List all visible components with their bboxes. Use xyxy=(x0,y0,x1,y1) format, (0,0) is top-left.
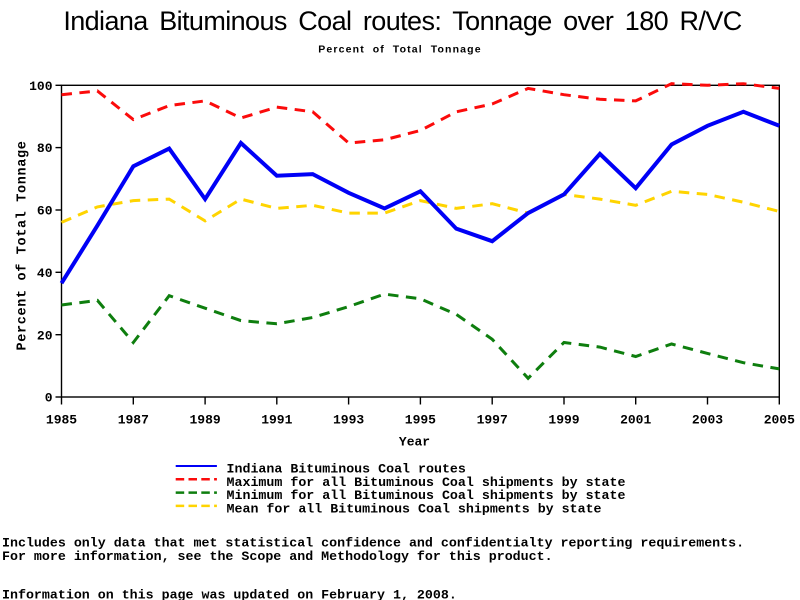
svg-text:Percent of Total Tonnage: Percent of Total Tonnage xyxy=(318,44,481,56)
svg-text:Information on this page was u: Information on this page was updated on … xyxy=(2,588,457,600)
svg-text:60: 60 xyxy=(37,204,53,219)
svg-text:100: 100 xyxy=(29,79,53,94)
svg-text:80: 80 xyxy=(37,141,53,156)
svg-text:2005: 2005 xyxy=(764,413,795,428)
svg-text:20: 20 xyxy=(37,328,53,343)
svg-text:2001: 2001 xyxy=(620,413,651,428)
svg-text:1989: 1989 xyxy=(189,413,220,428)
svg-text:1997: 1997 xyxy=(477,413,508,428)
svg-text:Maximum for all Bituminous Coa: Maximum for all Bituminous Coal shipment… xyxy=(227,475,626,490)
svg-text:1987: 1987 xyxy=(118,413,149,428)
svg-text:Percent of Total Tonnage: Percent of Total Tonnage xyxy=(16,140,31,350)
svg-text:Indiana Bituminous Coal routes: Indiana Bituminous Coal routes: Tonnage … xyxy=(63,6,741,36)
svg-text:40: 40 xyxy=(37,266,53,281)
svg-text:Includes only data that met st: Includes only data that met statistical … xyxy=(2,536,744,551)
svg-text:Minimum for all Bituminous Coa: Minimum for all Bituminous Coal shipment… xyxy=(227,488,626,503)
svg-text:2003: 2003 xyxy=(692,413,723,428)
svg-text:1995: 1995 xyxy=(405,413,436,428)
svg-text:0: 0 xyxy=(45,391,53,406)
svg-text:1991: 1991 xyxy=(261,413,292,428)
svg-text:Year: Year xyxy=(399,435,430,450)
svg-text:1993: 1993 xyxy=(333,413,364,428)
svg-text:For more information, see the: For more information, see the Scope and … xyxy=(2,549,553,564)
svg-text:1985: 1985 xyxy=(46,413,77,428)
svg-text:Mean for all Bituminous Coal s: Mean for all Bituminous Coal shipments b… xyxy=(227,502,602,517)
svg-text:1999: 1999 xyxy=(548,413,579,428)
svg-text:Indiana Bituminous Coal routes: Indiana Bituminous Coal routes xyxy=(227,462,466,477)
